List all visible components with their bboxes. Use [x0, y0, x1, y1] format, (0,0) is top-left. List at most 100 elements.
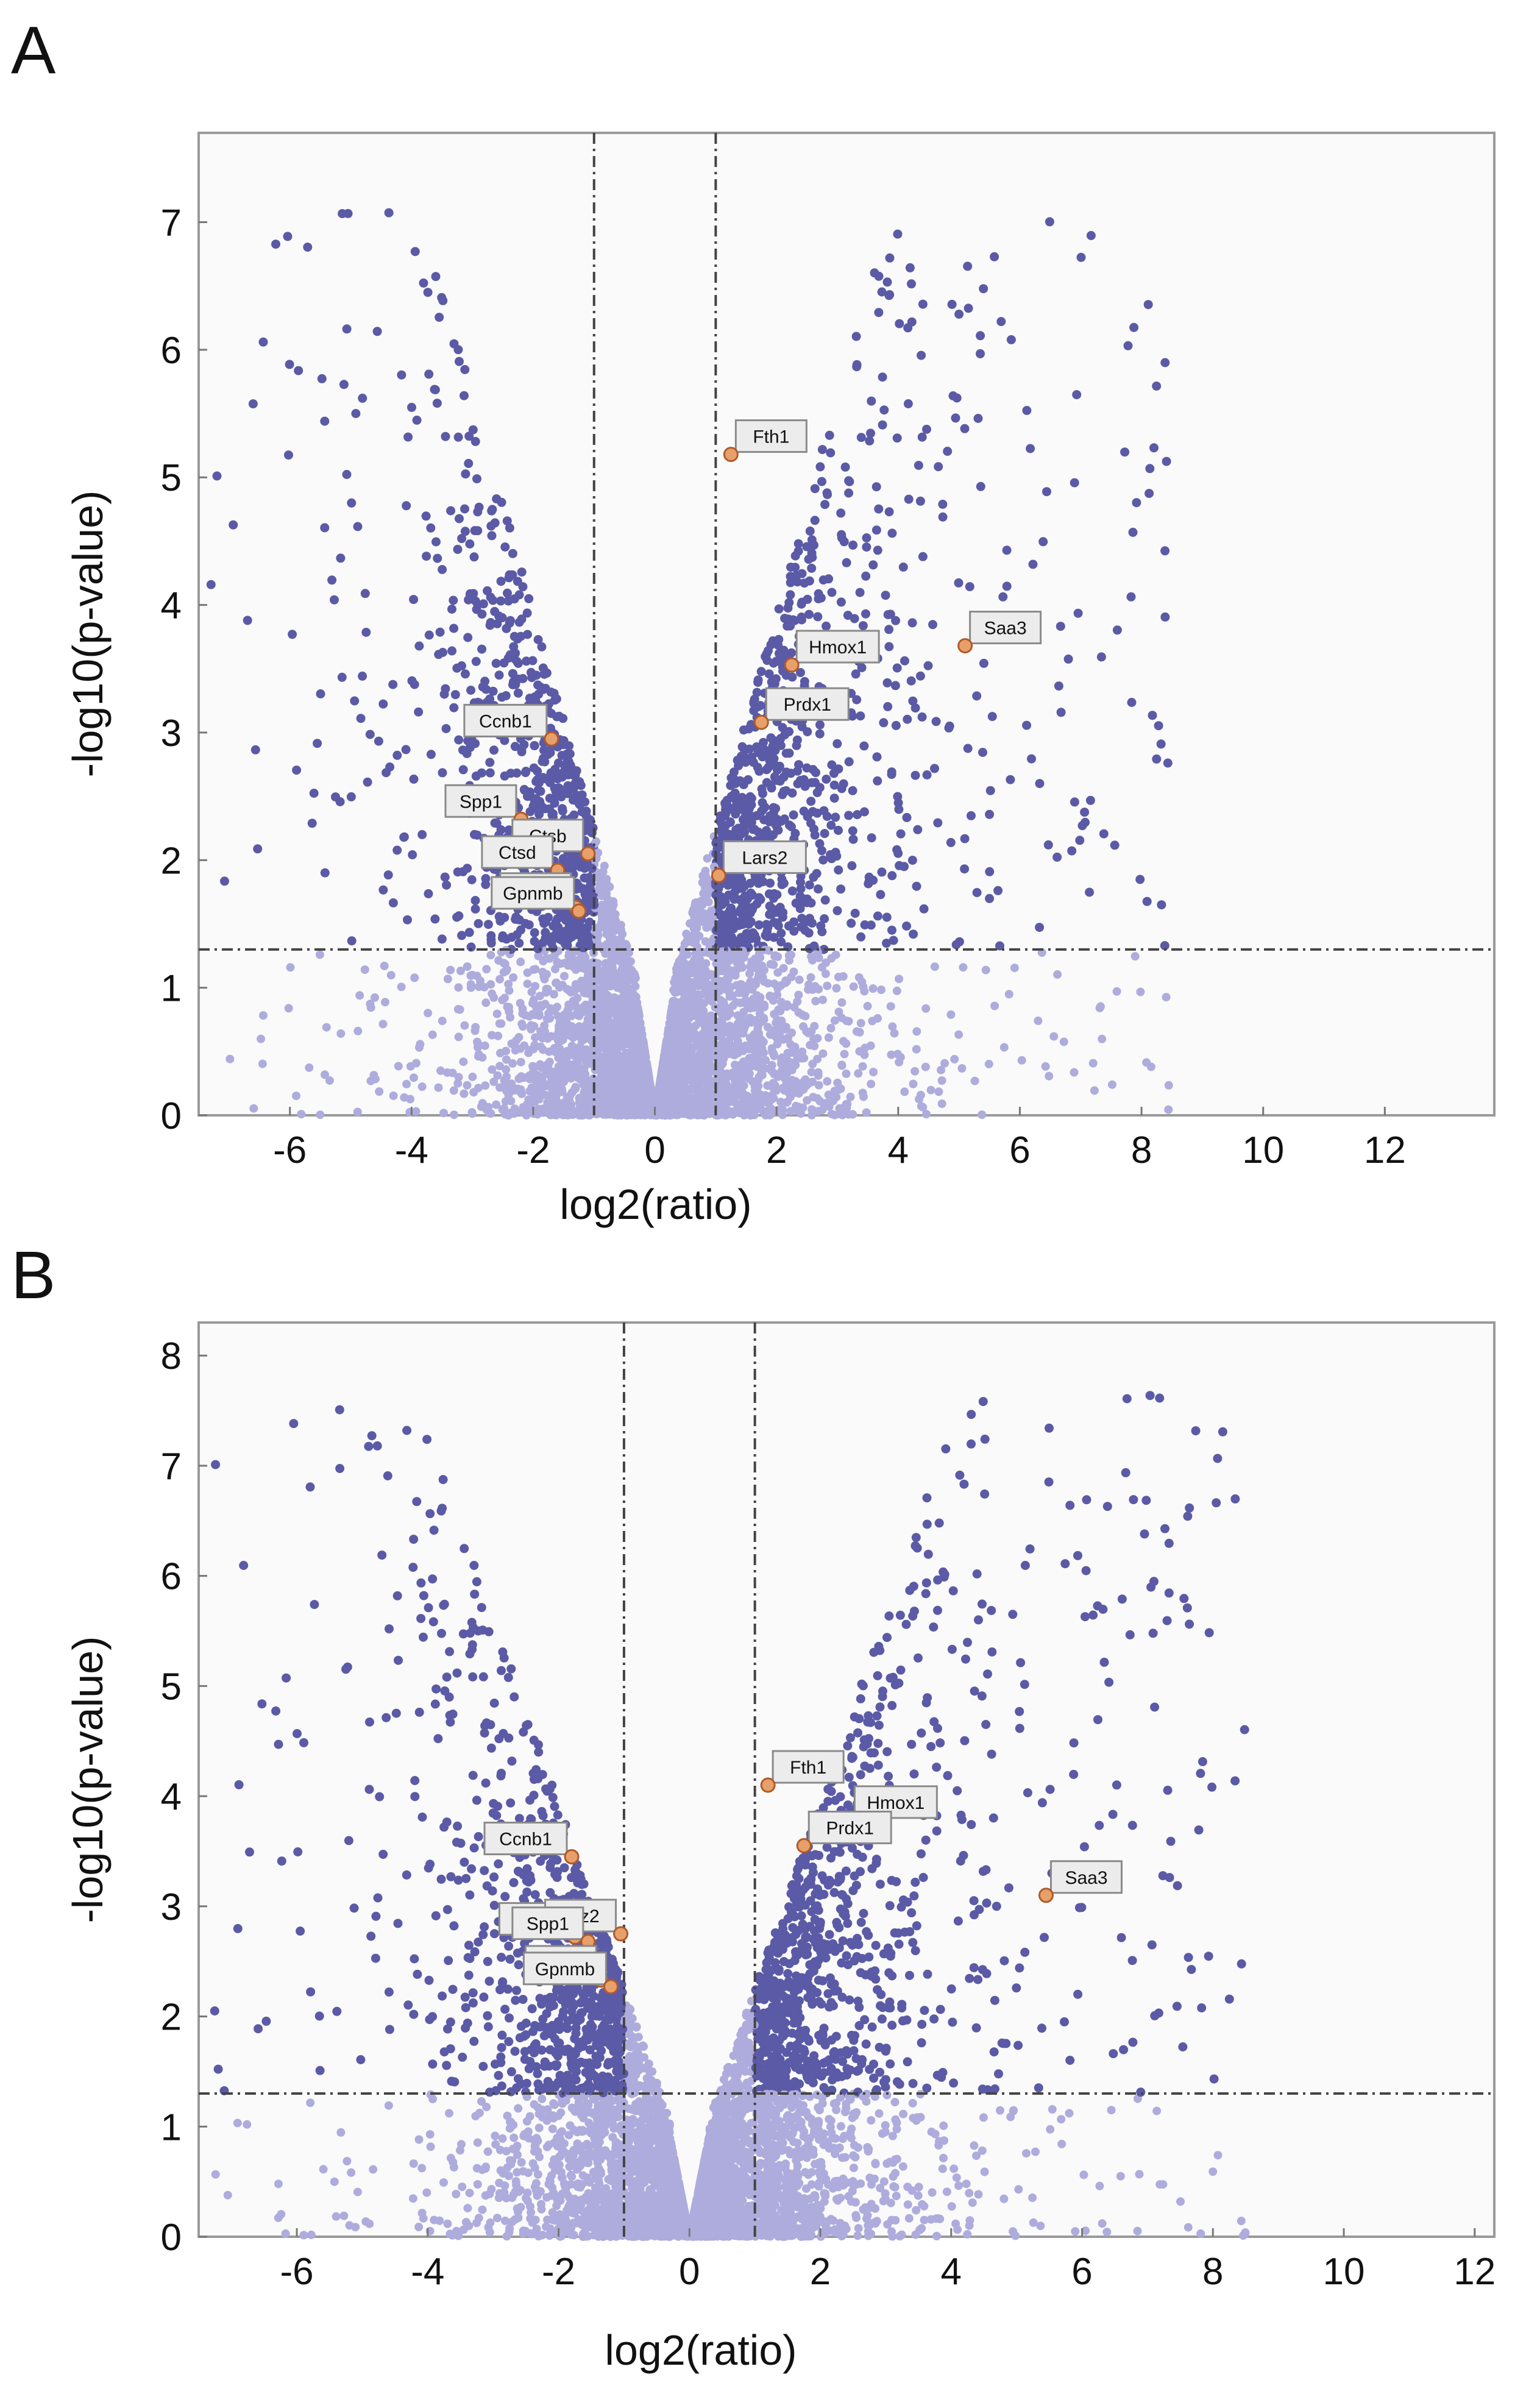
gene-point: [489, 745, 499, 755]
gene-point: [595, 871, 605, 880]
gene-point: [460, 1021, 469, 1030]
gene-point: [947, 299, 957, 309]
gene-point: [248, 399, 258, 409]
gene-point: [1002, 545, 1012, 555]
gene-point: [794, 990, 803, 1000]
gene-point: [249, 1104, 258, 1113]
gene-point: [1136, 987, 1145, 996]
gene-point: [458, 765, 468, 775]
gene-point: [909, 929, 918, 939]
gene-point: [829, 769, 839, 778]
gene-point: [292, 1092, 300, 1101]
gene-point: [1045, 217, 1054, 227]
gene-point: [414, 641, 424, 651]
gene-point: [459, 1057, 468, 1067]
gene-point: [777, 1059, 786, 1068]
gene-point: [435, 313, 444, 322]
gene-point: [867, 1079, 876, 1089]
gene-point: [878, 420, 887, 430]
gene-point: [846, 1092, 855, 1101]
gene-point: [807, 535, 817, 545]
gene-point: [698, 878, 707, 887]
gene-point: [792, 1101, 800, 1110]
gene-point: [954, 1030, 964, 1039]
gene-point: [1022, 406, 1032, 415]
gene-point: [361, 628, 371, 637]
gene-point: [320, 416, 330, 426]
gene-point: [473, 507, 483, 517]
gene-point: [450, 1110, 458, 1120]
gene-point: [578, 943, 588, 953]
gene-point: [832, 984, 841, 993]
gene-point: [808, 1059, 817, 1068]
gene-point: [976, 331, 985, 341]
gene-point: [486, 521, 496, 531]
gene-point: [468, 425, 478, 435]
gene-point: [957, 1064, 967, 1073]
gene-point: [527, 1025, 536, 1034]
gene-point: [786, 1107, 795, 1116]
gene-point: [884, 507, 894, 517]
gene-point: [1070, 478, 1079, 488]
gene-point: [804, 1028, 813, 1037]
gene-point: [502, 1055, 511, 1064]
gene-point: [460, 391, 469, 400]
gene-point: [799, 806, 809, 816]
gene-point: [1152, 382, 1162, 391]
gene-point: [910, 770, 920, 780]
gene-point: [917, 1102, 926, 1111]
gene-point: [375, 1087, 384, 1096]
gene-point: [1096, 1002, 1105, 1011]
gene-point: [824, 1033, 833, 1042]
gene-point: [764, 669, 774, 679]
gene-point: [1162, 993, 1171, 1002]
gene-point: [356, 714, 366, 723]
gene-point: [806, 797, 816, 806]
gene-point: [508, 669, 517, 678]
gene-point: [402, 1079, 411, 1089]
gene-point: [903, 399, 913, 408]
gene-point: [570, 770, 580, 780]
gene-point: [762, 764, 772, 774]
gene-point: [292, 765, 302, 775]
gene-point: [747, 904, 757, 914]
gene-point: [910, 703, 920, 713]
gene-point: [705, 995, 714, 1004]
gene-point: [432, 399, 442, 408]
gene-point: [401, 745, 411, 755]
gene-point: [884, 625, 894, 634]
gene-point: [818, 995, 827, 1004]
gene-point: [454, 1032, 463, 1042]
gene-point: [517, 567, 527, 577]
gene-point: [559, 770, 569, 780]
gene-point: [884, 291, 894, 300]
gene-point: [1160, 546, 1170, 556]
gene-point: [407, 402, 416, 412]
gene-point: [767, 677, 776, 687]
gene-point: [516, 957, 525, 967]
gene-point: [746, 977, 755, 986]
gene-point: [511, 1046, 520, 1055]
gene-point: [436, 1066, 445, 1075]
gene-point: [520, 918, 530, 928]
gene-point: [751, 1016, 760, 1025]
gene-point: [765, 901, 775, 911]
gene-point: [834, 1007, 843, 1017]
gene-point: [438, 565, 447, 574]
gene-point: [858, 621, 868, 631]
gene-point: [798, 1047, 807, 1056]
gene-point: [384, 208, 394, 218]
gene-point: [943, 447, 953, 456]
gene-point: [502, 1046, 511, 1056]
gene-point: [505, 986, 514, 995]
gene-point: [864, 872, 874, 882]
gene-point: [856, 1018, 865, 1028]
gene-point: [530, 741, 539, 750]
gene-point: [784, 820, 794, 830]
gene-point: [431, 537, 441, 547]
gene-point: [734, 989, 743, 997]
gene-point: [528, 999, 537, 1008]
gene-point: [1135, 875, 1145, 884]
gene-point: [397, 370, 406, 380]
gene-point: [400, 1093, 409, 1102]
